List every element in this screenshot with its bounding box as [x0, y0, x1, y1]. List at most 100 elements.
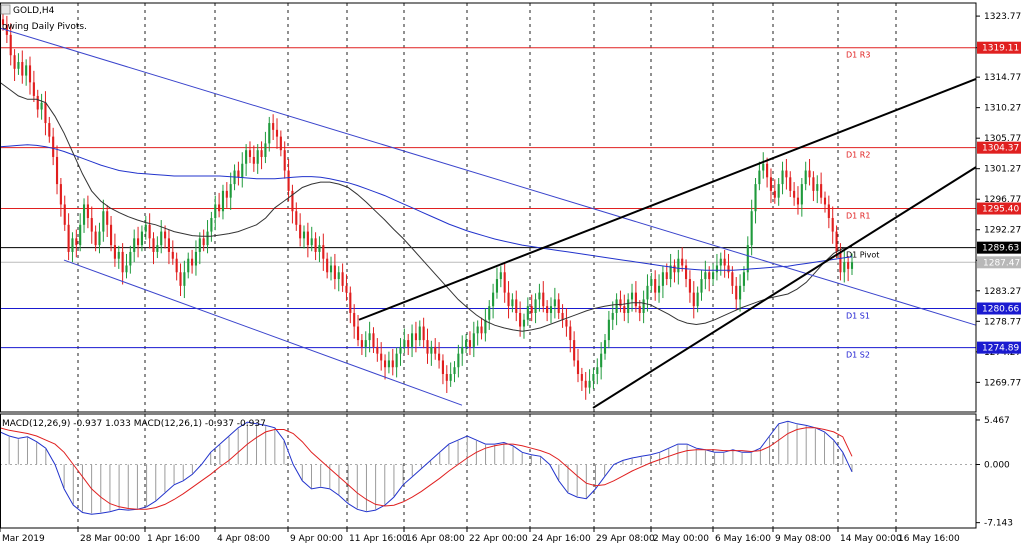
candle-body [28, 65, 32, 83]
candle-body [245, 150, 248, 164]
pivot-price-tag-bg [977, 302, 1021, 315]
candle-body [430, 346, 433, 354]
candle-body [32, 82, 35, 96]
candle-body [739, 285, 742, 300]
candle-body [831, 218, 834, 232]
candle-body [704, 272, 707, 280]
candle-body [758, 170, 761, 185]
candle-body [731, 272, 734, 286]
pivot-price-tag-bg [977, 241, 1021, 254]
candle-body [302, 231, 306, 239]
pivot-label: D1 R3 [846, 51, 870, 60]
candle-body [237, 170, 240, 178]
candle-body [484, 319, 487, 334]
candle-body [542, 292, 545, 307]
candle-body [684, 265, 688, 280]
candle-body [137, 238, 140, 246]
candle-body [133, 238, 136, 252]
indicator-subtitle: owing Daily Pivots. [2, 22, 87, 32]
candle-body [106, 211, 109, 225]
y-tick-label: 1305.77 [984, 134, 1021, 144]
candle-body [468, 340, 472, 347]
candle-body [526, 306, 529, 320]
candle-body [530, 306, 533, 313]
candle-body [816, 184, 819, 191]
candle-body [9, 34, 12, 56]
candle-body [55, 156, 59, 185]
candle-body [175, 258, 178, 273]
candle-body [206, 231, 209, 246]
candle-body [600, 353, 603, 368]
candle-body [98, 231, 101, 246]
candle-body [669, 265, 672, 280]
candle-body [561, 312, 564, 320]
candle-body [723, 258, 726, 266]
candle-body [623, 306, 626, 313]
candle-body [754, 184, 757, 212]
candle-body [596, 367, 599, 375]
candle-body [492, 292, 495, 307]
candle-body [677, 258, 680, 273]
candle-body [183, 272, 186, 286]
x-tick-label: 2 May 00:00 [653, 534, 709, 544]
candle-body [480, 326, 483, 334]
candle-body [708, 272, 711, 280]
candle-body [63, 204, 66, 225]
macd-signal-line [0, 427, 853, 510]
pivot-price-tag-bg [977, 41, 1021, 54]
candle-body [461, 346, 464, 354]
candle-body [314, 238, 317, 252]
x-tick-label: 9 Apr 00:00 [290, 534, 343, 544]
candle-body [341, 272, 344, 286]
pivot-price-tag: 1319.11 [977, 41, 1021, 54]
candle-body [291, 190, 294, 212]
y-tick-label: 1323.77 [984, 12, 1021, 22]
candle-body [241, 163, 244, 178]
candle-body [843, 262, 846, 273]
candle-body [364, 340, 367, 347]
x-tick-label: 1 Apr 16:00 [147, 534, 200, 544]
x-tick-label: 4 Apr 08:00 [217, 534, 270, 544]
candle-body [318, 245, 321, 252]
candle-body [603, 340, 607, 354]
candle-body [376, 346, 379, 354]
wedge-lower-line [592, 166, 977, 409]
candle-body [140, 231, 143, 246]
pivot-label: D1 R2 [846, 151, 870, 160]
candle-body [800, 184, 803, 205]
candle-body [441, 360, 444, 375]
candle-body [573, 340, 576, 361]
y-tick-label: 1314.77 [984, 73, 1021, 83]
macd-pane[interactable] [0, 414, 976, 528]
candle-body [372, 333, 375, 347]
candle-body [619, 299, 622, 307]
pivot-price-tag-text: 1274.89 [982, 344, 1019, 354]
candle-body [766, 163, 769, 178]
candle-body [681, 258, 684, 266]
chart-menu-icon[interactable] [0, 4, 11, 15]
candle-body [773, 190, 776, 198]
pivot-price-tag: 1295.40 [977, 202, 1021, 215]
candle-body [634, 292, 637, 307]
price-pane-border [0, 2, 977, 413]
candle-body [507, 292, 510, 307]
candle-body [287, 170, 290, 191]
candle-body [700, 279, 703, 293]
candle-body [17, 62, 20, 69]
candle-body [79, 224, 82, 246]
candle-body [71, 238, 74, 252]
candle-body [615, 299, 618, 313]
pivot-price-tag-text: 1304.37 [982, 144, 1019, 154]
candle-body [742, 272, 746, 286]
candle-body [434, 346, 437, 354]
macd-pane-border [0, 413, 977, 529]
price-pane[interactable]: D1 R3 D1 R2 D1 R1 D1 Pivot D1 S1 D1 S2 [0, 3, 977, 412]
candle-body [59, 184, 62, 205]
candle-body [148, 224, 151, 239]
y-tick-label: 1278.77 [984, 317, 1021, 327]
pivot-price-tag-text: 1280.66 [982, 304, 1019, 314]
macd-y-tick-label: 5.467 [984, 416, 1010, 426]
candle-body [750, 211, 753, 246]
